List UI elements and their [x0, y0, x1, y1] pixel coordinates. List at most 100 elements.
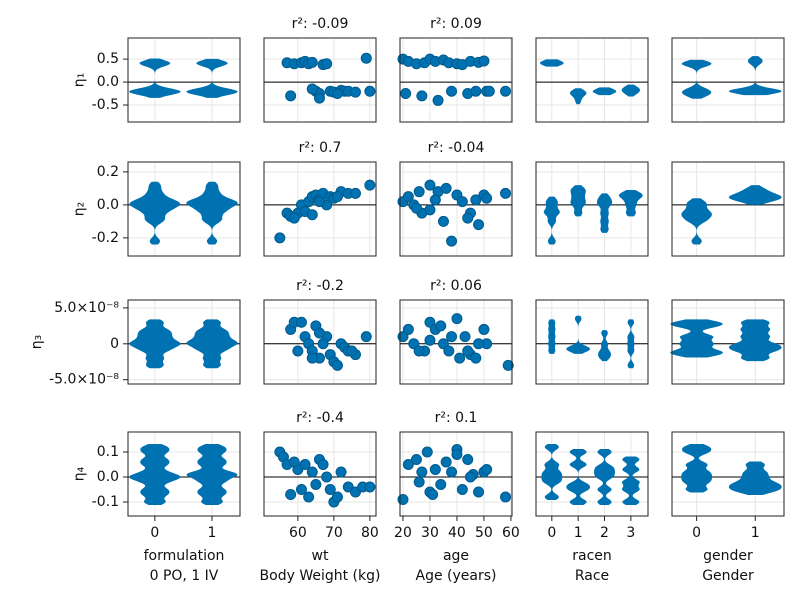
scatter-point — [413, 476, 425, 488]
panel-title: r²: -0.2 — [296, 278, 344, 294]
panel-frame — [671, 299, 785, 385]
panel — [264, 38, 376, 122]
y-axis-label: η₁ — [72, 73, 88, 88]
scatter-point — [483, 85, 495, 97]
x-axis-sublabel: Age (years) — [416, 568, 497, 584]
panel-frame — [535, 161, 649, 257]
scatter-point — [402, 191, 414, 203]
y-tick-label: 0.2 — [97, 164, 119, 180]
scatter-point — [424, 334, 436, 346]
x-tick-label: 1 — [208, 525, 217, 541]
y-axis-label: η₂ — [72, 202, 88, 217]
scatter-point — [288, 212, 300, 224]
scatter-point — [446, 331, 458, 343]
scatter-point — [440, 182, 452, 194]
panel-title: r²: 0.09 — [430, 16, 482, 32]
scatter-point — [313, 327, 325, 339]
violin — [186, 444, 238, 505]
x-tick-label: 0 — [150, 525, 159, 541]
panel-title: r²: -0.09 — [292, 16, 349, 32]
violin — [186, 319, 238, 369]
scatter-point — [478, 323, 490, 335]
scatter-point — [437, 338, 449, 350]
panel-frame — [535, 37, 649, 123]
panel-title: r²: 0.06 — [430, 278, 482, 294]
scatter-point — [473, 338, 485, 350]
scatter-point — [413, 186, 425, 198]
scatter-point — [306, 209, 318, 221]
panel — [128, 38, 240, 122]
scatter-point — [402, 459, 414, 470]
panel — [400, 38, 512, 122]
y-tick-label: 0 — [110, 336, 119, 352]
scatter-point — [303, 491, 315, 503]
scatter-point — [481, 192, 493, 204]
scatter-point — [321, 471, 333, 483]
scatter-point — [427, 489, 439, 500]
x-tick-label: 70 — [325, 525, 343, 541]
violin — [728, 461, 782, 495]
scatter-point — [364, 481, 376, 493]
scatter-point — [349, 187, 361, 199]
y-tick-label: 5.0×10⁻⁸ — [54, 300, 119, 316]
scatter-point — [306, 352, 318, 364]
x-axis-sublabel: Gender — [702, 568, 754, 584]
panel — [536, 38, 648, 122]
panel-title: r²: -0.4 — [296, 410, 344, 426]
violin — [596, 193, 613, 233]
scatter-point — [424, 179, 436, 191]
panel — [264, 432, 376, 516]
scatter-point — [446, 85, 458, 97]
scatter-point — [502, 359, 514, 371]
scatter-point — [313, 196, 325, 208]
x-tick-label: 40 — [448, 525, 466, 541]
panel-title: r²: 0.1 — [435, 410, 478, 426]
violin — [548, 319, 556, 354]
y-tick-label: -0.5 — [92, 97, 119, 113]
scatter-point — [331, 191, 343, 203]
y-tick-label: 0.1 — [97, 444, 119, 460]
scatter-point — [416, 466, 428, 478]
violin — [566, 315, 591, 354]
x-axis-sublabel: Body Weight (kg) — [260, 568, 381, 584]
panel-frame — [671, 37, 785, 123]
scatter-point — [397, 494, 409, 505]
x-axis-sublabel: 0 PO, 1 IV — [150, 568, 219, 584]
x-tick-label: 60 — [289, 525, 307, 541]
scatter-point — [429, 194, 441, 206]
panel-title: r²: 0.7 — [299, 140, 342, 156]
scatter-point — [462, 454, 474, 465]
violin — [670, 319, 723, 358]
violin — [186, 58, 238, 98]
scatter-point — [410, 202, 422, 214]
panel-frame — [263, 161, 377, 257]
scatter-point — [324, 484, 336, 495]
scatter-point — [335, 466, 347, 478]
scatter-point — [473, 486, 485, 498]
scatter-point — [500, 85, 512, 97]
x-axis-label: racen — [572, 548, 612, 564]
scatter-point — [408, 338, 420, 350]
scatter-point — [435, 320, 447, 332]
scatter-point — [400, 88, 412, 100]
scatter-point — [331, 88, 343, 100]
scatter-point — [446, 466, 458, 478]
x-axis-sublabel: Race — [575, 568, 609, 584]
scatter-point — [306, 466, 318, 478]
violin — [728, 56, 782, 96]
violin — [129, 444, 181, 505]
violin — [619, 190, 643, 217]
y-tick-label: 0.5 — [97, 51, 119, 67]
panel-frame — [671, 161, 785, 257]
scatter-point — [285, 489, 297, 500]
violin — [129, 181, 181, 245]
violin — [681, 198, 712, 245]
scatter-point — [500, 187, 512, 199]
scatter-point — [295, 316, 307, 328]
scatter-point — [360, 52, 372, 64]
scatter-point — [440, 456, 452, 468]
scatter-point — [470, 352, 482, 364]
panel-frame — [263, 431, 377, 517]
violin — [541, 444, 563, 500]
